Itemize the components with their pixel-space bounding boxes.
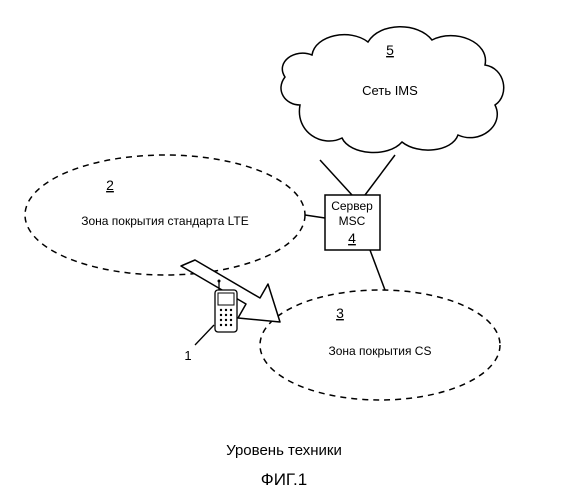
caption-level: Уровень техники [226, 442, 342, 459]
cs-id: 3 [336, 305, 344, 321]
caption-fig: ФИГ.1 [261, 470, 307, 489]
msc-id: 4 [348, 230, 356, 246]
cloud-label: Сеть IMS [362, 83, 418, 98]
phone-id: 1 [184, 348, 191, 363]
lte-id: 2 [106, 177, 114, 193]
cloud-id: 5 [386, 42, 394, 58]
lte-label: Зона покрытия стандарта LTE [81, 214, 249, 228]
phone-leader [195, 325, 214, 345]
msc-top: Сервер [331, 199, 373, 213]
cs-label: Зона покрытия CS [329, 344, 432, 358]
diagram: 5 Сеть IMS 2 Зона покрытия стандарта LTE… [0, 0, 569, 500]
msc-mid: MSC [339, 214, 366, 228]
